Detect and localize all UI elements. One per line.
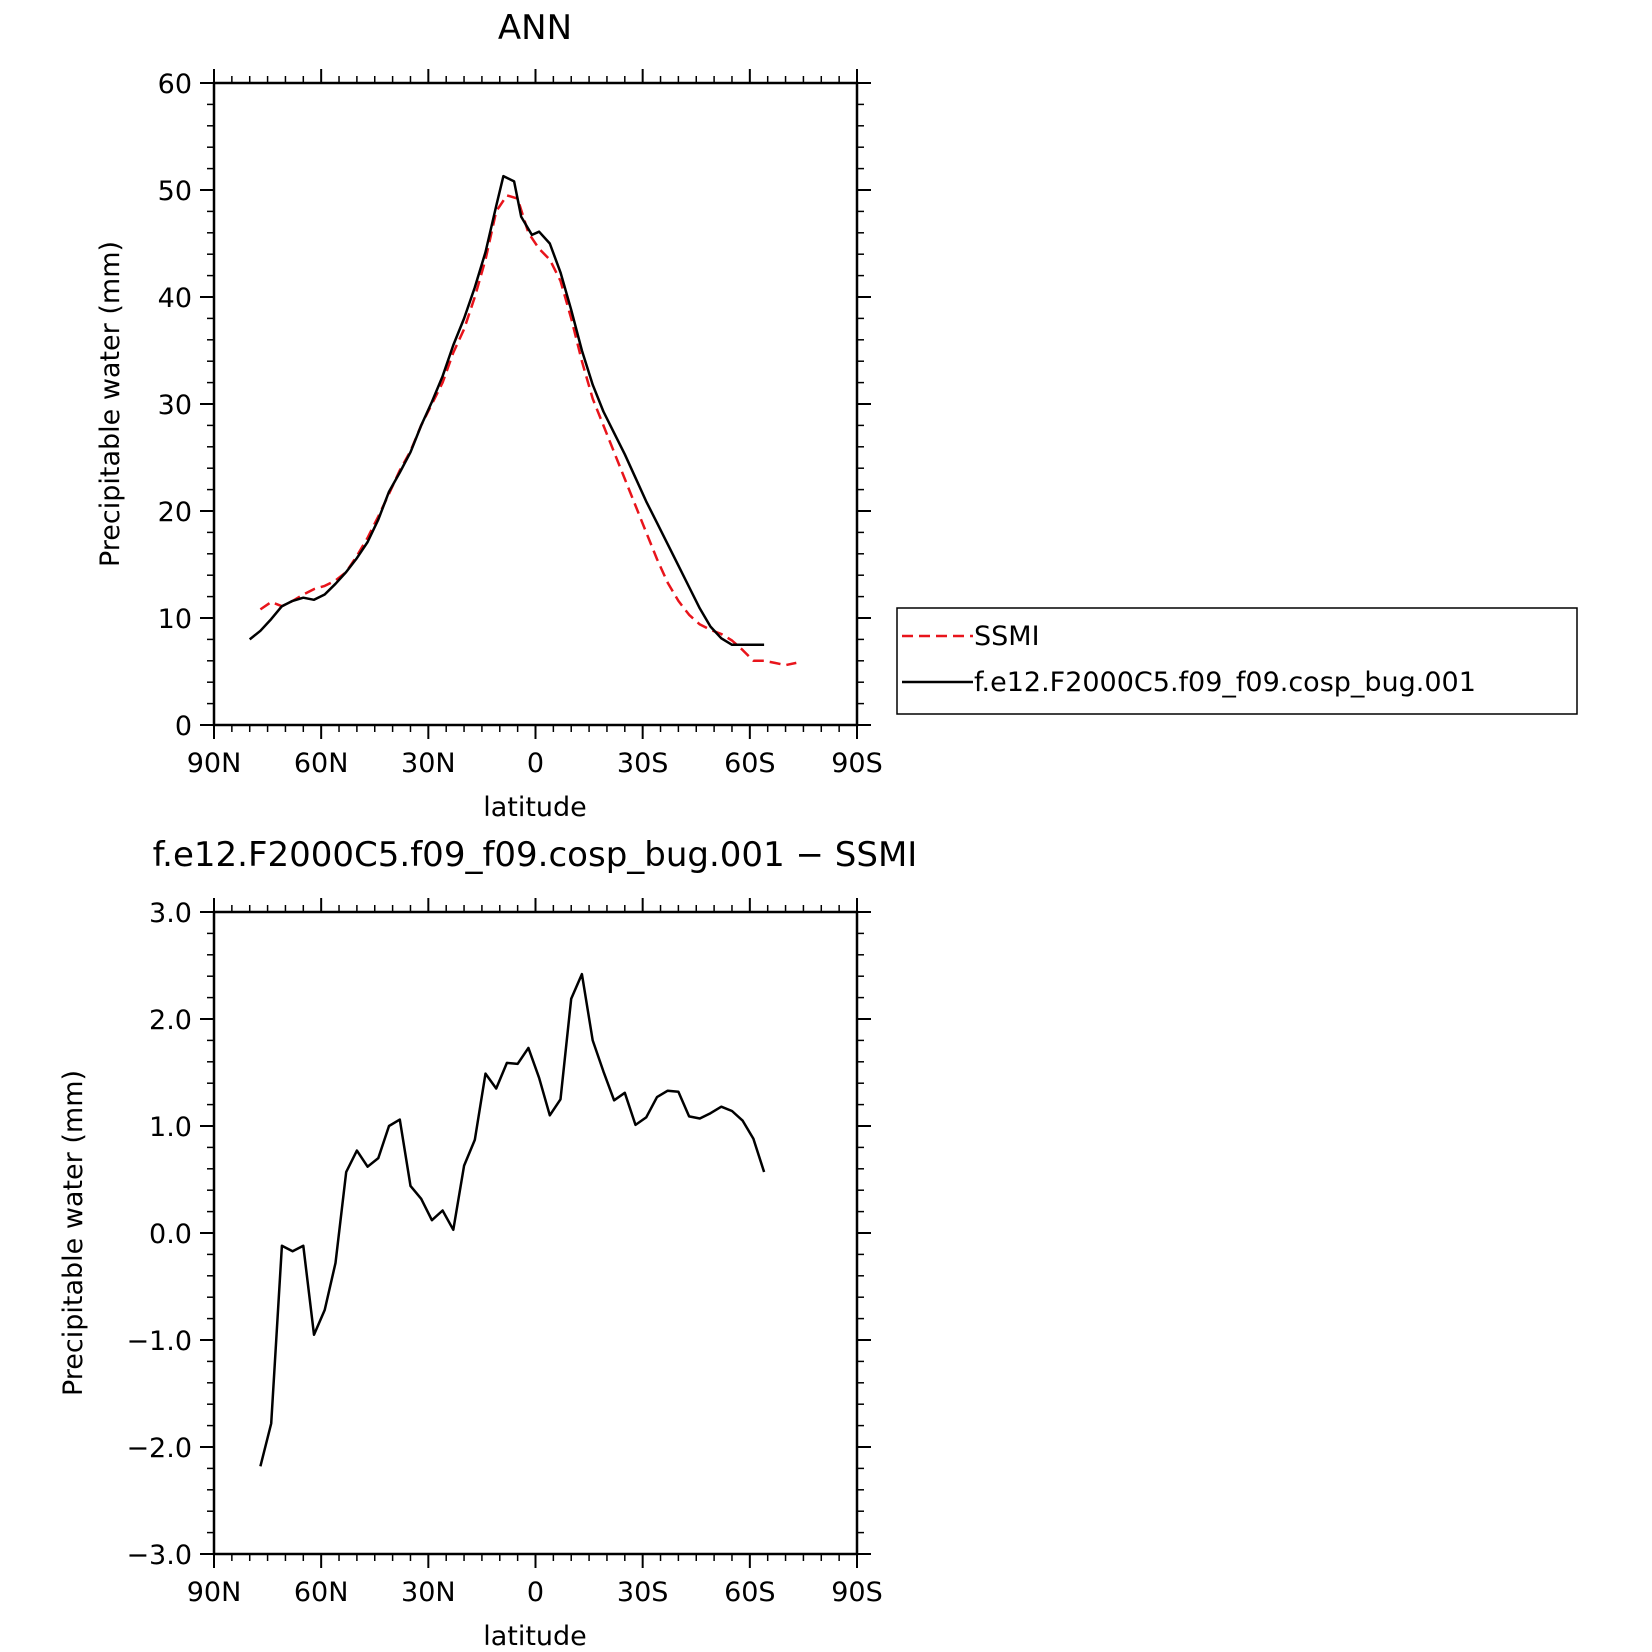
y-tick-label: −3.0 bbox=[126, 1540, 192, 1571]
x-tick-label: 30S bbox=[617, 748, 669, 779]
y-tick-label: −2.0 bbox=[126, 1433, 192, 1464]
legend-label-model: f.e12.F2000C5.f09_f09.cosp_bug.001 bbox=[974, 667, 1476, 698]
top-plot-frame bbox=[212, 81, 859, 727]
top-ticks bbox=[200, 69, 871, 739]
x-tick-label: 30N bbox=[401, 748, 456, 779]
y-tick-label: 50 bbox=[158, 176, 192, 207]
bottom-x-axis-label: latitude bbox=[483, 1621, 587, 1652]
y-tick-label: −1.0 bbox=[126, 1326, 192, 1357]
y-tick-label: 10 bbox=[158, 604, 192, 635]
x-tick-label: 90S bbox=[831, 1577, 883, 1608]
bottom-y-tick-labels: −3.0 −2.0 −1.0 0.0 1.0 2.0 3.0 bbox=[126, 898, 192, 1571]
x-tick-label: 30S bbox=[617, 1577, 669, 1608]
x-tick-label: 60S bbox=[724, 748, 776, 779]
bottom-plot-frame bbox=[212, 910, 859, 1556]
y-tick-label: 60 bbox=[158, 69, 192, 100]
series-line-ssmi bbox=[259, 194, 797, 667]
y-tick-label: 30 bbox=[158, 390, 192, 421]
top-series-lines bbox=[248, 174, 797, 667]
y-tick-label: 1.0 bbox=[149, 1112, 192, 1143]
y-tick-label: 0 bbox=[175, 711, 192, 742]
y-tick-label: 20 bbox=[158, 497, 192, 528]
series-line-difference bbox=[259, 972, 766, 1467]
x-tick-label: 30N bbox=[401, 1577, 456, 1608]
series-line-model bbox=[248, 174, 765, 647]
y-tick-label: 0.0 bbox=[149, 1219, 192, 1250]
y-tick-label: 40 bbox=[158, 283, 192, 314]
legend: SSMI f.e12.F2000C5.f09_f09.cosp_bug.001 bbox=[896, 607, 1578, 715]
top-x-axis-label: latitude bbox=[483, 792, 587, 823]
x-tick-label: 60N bbox=[294, 748, 349, 779]
top-panel: ANN 90N 60N 30N 0 30S 60S 90S 0 10 20 30 40 50 60 la… bbox=[95, 8, 883, 823]
top-x-tick-labels: 90N 60N 30N 0 30S 60S 90S bbox=[187, 748, 883, 779]
bottom-series-lines bbox=[259, 972, 766, 1467]
bottom-panel: f.e12.F2000C5.f09_f09.cosp_bug.001 − SSM… bbox=[58, 835, 917, 1652]
bottom-chart-title: f.e12.F2000C5.f09_f09.cosp_bug.001 − SSM… bbox=[153, 835, 918, 875]
top-y-axis-label: Precipitable water (mm) bbox=[95, 241, 126, 567]
x-tick-label: 0 bbox=[527, 748, 544, 779]
bottom-x-tick-labels: 90N 60N 30N 0 30S 60S 90S bbox=[187, 1577, 883, 1608]
x-tick-label: 90S bbox=[831, 748, 883, 779]
x-tick-label: 60N bbox=[294, 1577, 349, 1608]
x-tick-label: 0 bbox=[527, 1577, 544, 1608]
bottom-y-axis-label: Precipitable water (mm) bbox=[58, 1070, 89, 1396]
x-tick-label: 90N bbox=[187, 1577, 242, 1608]
bottom-ticks bbox=[200, 898, 871, 1568]
x-tick-label: 60S bbox=[724, 1577, 776, 1608]
legend-label-ssmi: SSMI bbox=[974, 621, 1040, 652]
y-tick-label: 2.0 bbox=[149, 1005, 192, 1036]
y-tick-label: 3.0 bbox=[149, 898, 192, 929]
top-y-tick-labels: 0 10 20 30 40 50 60 bbox=[158, 69, 192, 742]
legend-box bbox=[896, 607, 1578, 715]
top-chart-title: ANN bbox=[498, 8, 572, 48]
x-tick-label: 90N bbox=[187, 748, 242, 779]
